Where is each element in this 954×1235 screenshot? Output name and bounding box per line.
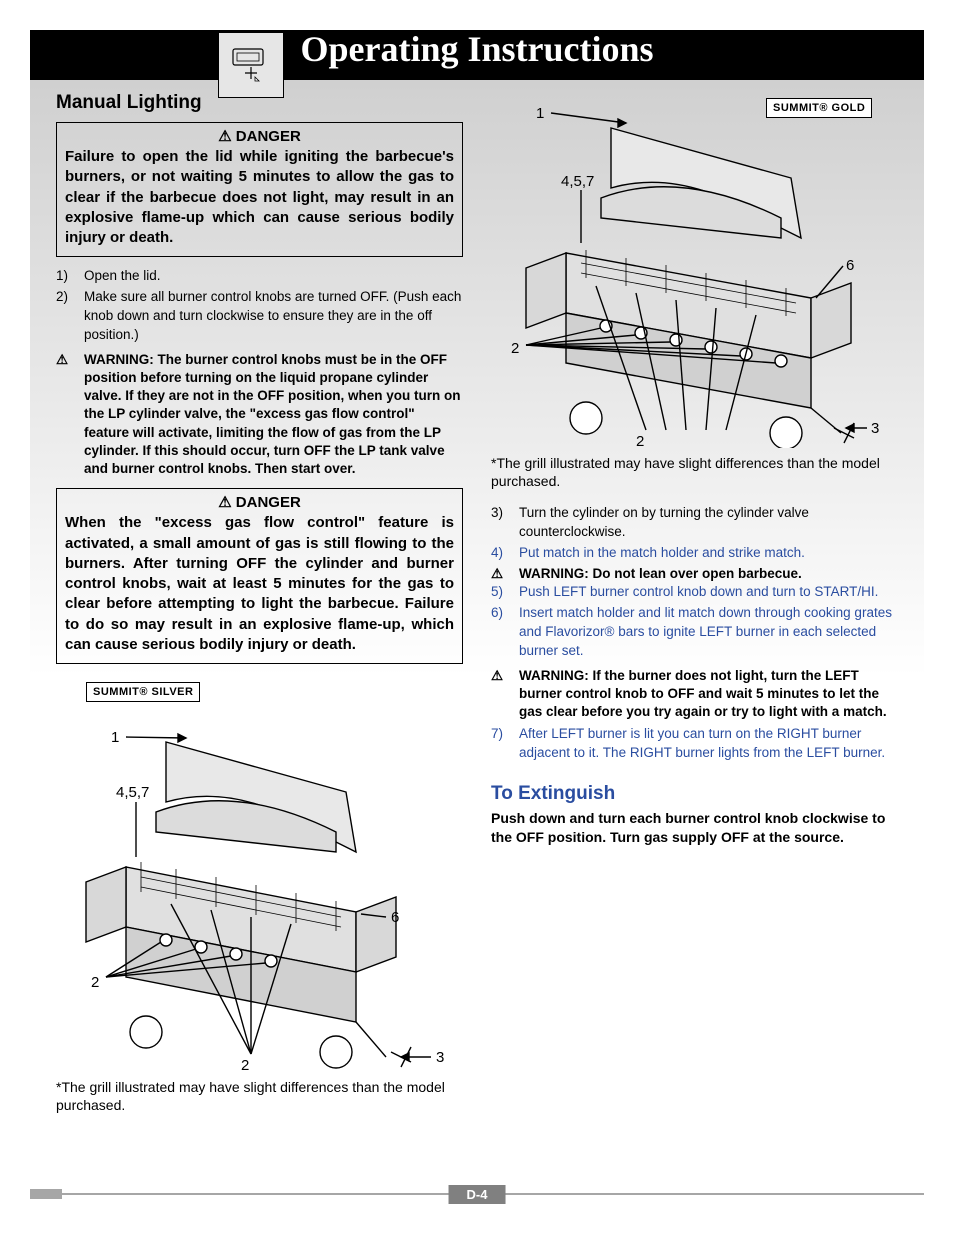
content-area: Manual Lighting ⚠ DANGER Failure to open…: [56, 92, 898, 1205]
warning-no-light: ⚠ WARNING: If the burner does not light,…: [491, 667, 898, 722]
page-footer: D-4: [30, 1185, 924, 1205]
warning-icon: ⚠: [56, 351, 84, 479]
callout-2b: 2: [636, 433, 644, 448]
callout-3: 3: [871, 420, 879, 437]
warning-text: WARNING: The burner control knobs must b…: [84, 351, 463, 479]
warning-icon: ⚠: [491, 667, 519, 722]
callout-6: 6: [391, 909, 399, 926]
extinguish-body: Push down and turn each burner control k…: [491, 809, 898, 847]
danger-heading-2: ⚠ DANGER: [65, 493, 454, 511]
list-item: 5) Push LEFT burner control knob down an…: [491, 583, 898, 602]
step-text: Push LEFT burner control knob down and t…: [519, 583, 898, 602]
list-item: 3) Turn the cylinder on by turning the c…: [491, 504, 898, 542]
step-text: Insert match holder and lit match down t…: [519, 604, 898, 661]
page-title: Operating Instructions: [0, 28, 954, 70]
step-text: Open the lid.: [84, 267, 463, 286]
danger-body-1: Failure to open the lid while igniting t…: [65, 147, 454, 248]
step-text: Make sure all burner control knobs are t…: [84, 288, 463, 345]
list-item: 6) Insert match holder and lit match dow…: [491, 604, 898, 661]
subheading-extinguish: To Extinguish: [491, 783, 898, 805]
callout-2: 2: [91, 974, 99, 991]
warning-text: WARNING: If the burner does not light, t…: [519, 667, 898, 722]
warning-icon: ⚠: [491, 565, 519, 583]
callout-1: 1: [536, 105, 544, 122]
steps-list-b: 3) Turn the cylinder on by turning the c…: [491, 504, 898, 565]
list-item: 2) Make sure all burner control knobs ar…: [56, 288, 463, 345]
right-column: SUMMIT® GOLD: [491, 92, 898, 1205]
danger-box-2: ⚠ DANGER When the "excess gas flow contr…: [56, 488, 463, 664]
step-number: 7): [491, 725, 519, 763]
callout-2b: 2: [241, 1057, 249, 1072]
list-item: 7) After LEFT burner is lit you can turn…: [491, 725, 898, 763]
step-number: 5): [491, 583, 519, 602]
footer-tab-left: [30, 1189, 62, 1199]
step-text: After LEFT burner is lit you can turn on…: [519, 725, 898, 763]
model-badge-gold: SUMMIT® GOLD: [766, 98, 872, 118]
list-item: 4) Put match in the match holder and str…: [491, 544, 898, 563]
diagram-caption-silver: *The grill illustrated may have slight d…: [56, 1078, 463, 1114]
step-text: Turn the cylinder on by turning the cyli…: [519, 504, 898, 542]
callout-6: 6: [846, 257, 854, 274]
grill-diagram-silver: SUMMIT® SILVER: [56, 682, 463, 1072]
callout-2: 2: [511, 340, 519, 357]
warning-text: WARNING: Do not lean over open barbecue.: [519, 565, 898, 583]
step-number: 6): [491, 604, 519, 661]
step-number: 1): [56, 267, 84, 286]
callout-457: 4,5,7: [116, 784, 149, 801]
left-column: Manual Lighting ⚠ DANGER Failure to open…: [56, 92, 463, 1205]
grill-diagram-gold: SUMMIT® GOLD: [491, 98, 898, 448]
steps-list-a: 1) Open the lid. 2) Make sure all burner…: [56, 267, 463, 347]
callout-1: 1: [111, 729, 119, 746]
danger-heading-1: ⚠ DANGER: [65, 127, 454, 145]
callout-457: 4,5,7: [561, 173, 594, 190]
callout-3: 3: [436, 1049, 444, 1066]
step-number: 4): [491, 544, 519, 563]
steps-list-c: 5) Push LEFT burner control knob down an…: [491, 583, 898, 663]
step-text: Put match in the match holder and strike…: [519, 544, 898, 563]
steps-list-d: 7) After LEFT burner is lit you can turn…: [491, 725, 898, 765]
list-item: 1) Open the lid.: [56, 267, 463, 286]
danger-body-2: When the "excess gas flow control" featu…: [65, 513, 454, 655]
page-number: D-4: [449, 1185, 506, 1204]
diagram-caption-gold: *The grill illustrated may have slight d…: [491, 454, 898, 490]
danger-box-1: ⚠ DANGER Failure to open the lid while i…: [56, 122, 463, 257]
step-number: 3): [491, 504, 519, 542]
model-badge-silver: SUMMIT® SILVER: [86, 682, 200, 702]
warning-no-lean: ⚠ WARNING: Do not lean over open barbecu…: [491, 565, 898, 583]
warning-knobs-off: ⚠ WARNING: The burner control knobs must…: [56, 351, 463, 479]
step-number: 2): [56, 288, 84, 345]
